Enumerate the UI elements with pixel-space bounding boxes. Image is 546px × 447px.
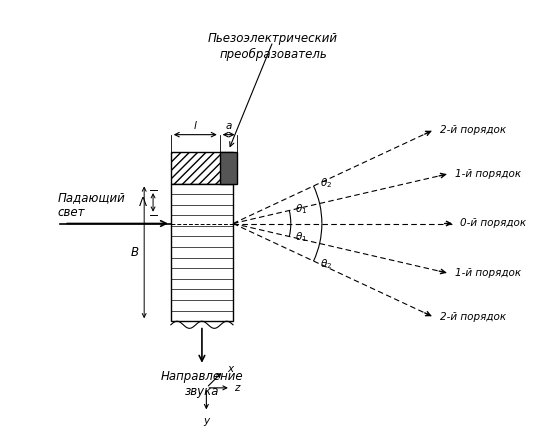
Text: 1-й порядок: 1-й порядок xyxy=(455,169,521,178)
Text: $\theta_2$: $\theta_2$ xyxy=(320,257,333,271)
Text: 1-й порядок: 1-й порядок xyxy=(455,269,521,278)
Text: Направление
звука: Направление звука xyxy=(161,370,243,398)
Text: $\theta_1$: $\theta_1$ xyxy=(295,231,307,245)
Text: 2-й порядок: 2-й порядок xyxy=(440,312,506,322)
Text: a: a xyxy=(225,121,232,131)
Text: Пьезоэлектрический
преобразователь: Пьезоэлектрический преобразователь xyxy=(208,33,338,61)
Text: $\theta_1$: $\theta_1$ xyxy=(295,202,307,216)
Text: Падающий
свет: Падающий свет xyxy=(57,191,125,219)
Text: l: l xyxy=(194,121,197,131)
Text: $\Lambda$: $\Lambda$ xyxy=(138,196,148,209)
Bar xyxy=(171,152,233,184)
Text: B: B xyxy=(131,246,139,259)
Text: x: x xyxy=(227,363,233,374)
Text: y: y xyxy=(203,416,210,426)
Text: $\theta_2$: $\theta_2$ xyxy=(320,176,333,190)
Text: 0-й порядок: 0-й порядок xyxy=(460,219,526,228)
Text: 2-й порядок: 2-й порядок xyxy=(440,125,506,135)
Bar xyxy=(219,152,238,184)
Bar xyxy=(171,184,233,321)
Text: z: z xyxy=(234,383,240,393)
